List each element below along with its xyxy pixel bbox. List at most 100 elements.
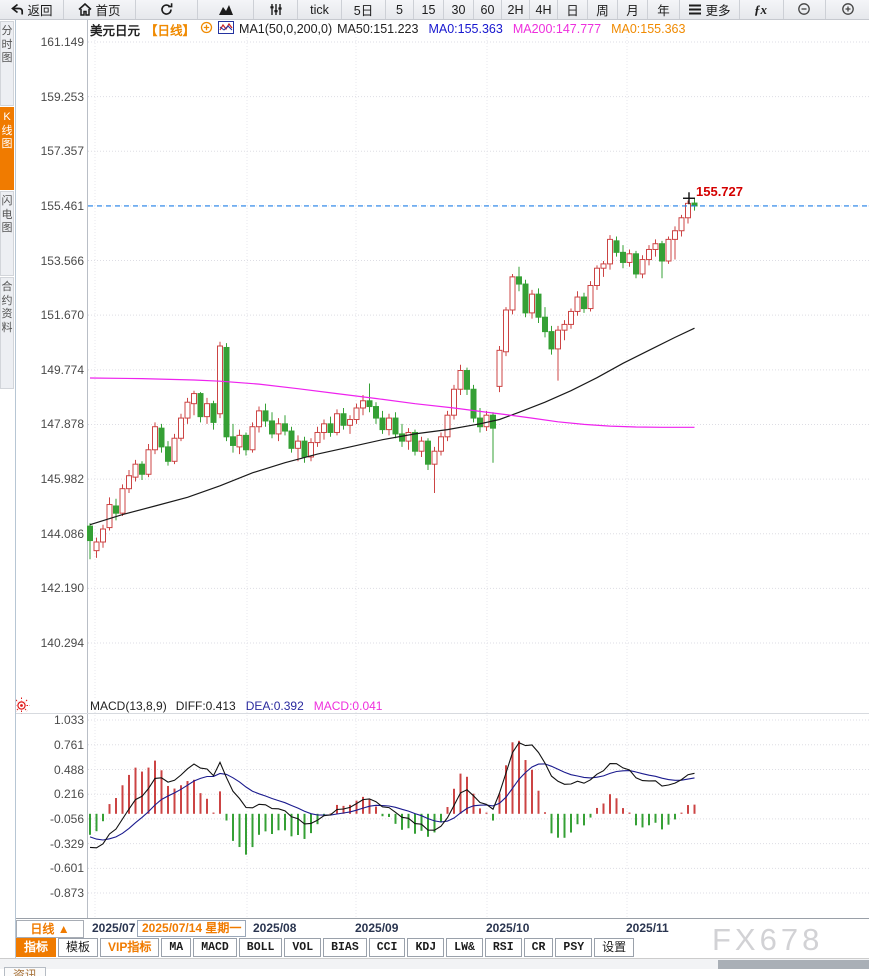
main-ytick: 142.190 [40,581,84,596]
main-ytick: 140.294 [40,636,84,651]
period-year-button[interactable]: 年 [648,0,680,19]
period-5d-button[interactable]: 5日 [342,0,386,19]
sidebar-tab-lightning-chart[interactable]: 闪电图 [0,191,14,276]
tab-kdj[interactable]: KDJ [407,938,445,957]
period-15m-button-label: 15 [421,2,436,17]
ma-indicator-icon[interactable] [218,21,235,37]
bar-chart-icon [218,3,234,16]
period-4h-button-label: 4H [535,2,552,17]
period-year-button-label: 年 [657,4,670,18]
macd-params-label: MACD(13,8,9) [90,699,167,713]
tab-rsi[interactable]: RSI [484,938,522,957]
tab-vol[interactable]: VOL [284,938,322,957]
macd-ytick: 0.216 [53,787,84,802]
zoom-out-button[interactable] [784,0,826,19]
tab-bias[interactable]: BIAS [323,938,367,957]
refresh-icon [159,2,174,17]
macd-value-2: MACD:0.041 [313,699,383,713]
refresh-button[interactable] [136,0,198,19]
tab-psy[interactable]: PSY [555,938,593,957]
period-day-button[interactable]: 日 [558,0,588,19]
crosshair-date-tooltip: 2025/07/14 星期一 [137,920,247,937]
macd-ytick: -0.873 [49,886,84,901]
home-button-label: 首页 [95,4,121,18]
formula-button[interactable]: ƒx [740,0,784,19]
period-tick-button[interactable]: tick [298,0,342,19]
more-button[interactable]: 更多 [680,0,740,19]
period-2h-button[interactable]: 2H [502,0,530,19]
tab-template[interactable]: 模板 [58,938,99,957]
period-month-button[interactable]: 月 [618,0,648,19]
period-5m-button-label: 5 [396,2,403,17]
main-ytick: 161.149 [40,35,84,49]
x-axis-label: 2025/09 [355,921,399,935]
indicator-tab-row: 指标 模板 VIP指标 MA MACD BOLL VOL BIAS CCI KDJ LW& RSI CR… [16,938,636,957]
sidebar-tab-kline-chart[interactable]: K线图 [0,107,14,190]
tab-cr[interactable]: CR [523,938,554,957]
menu-icon [688,4,702,15]
period-5m-button[interactable]: 5 [386,0,414,19]
ma-values: MA50:151.223 MA0:155.363 MA200:147.777 MA0:… [337,22,685,36]
tab-vip-indicator[interactable]: VIP指标 [100,938,160,957]
period-60m-button[interactable]: 60 [474,0,502,19]
symbol-name: 美元日元 [90,23,141,38]
back-button[interactable]: 返回 [0,0,64,19]
macd-ytick: 0.488 [53,762,84,777]
period-month-button-label: 月 [626,4,639,18]
main-ytick: 159.253 [40,89,84,104]
sidebar-tab-time-chart[interactable]: 分时图 [0,21,14,106]
home-button[interactable]: 首页 [64,0,136,19]
main-ytick: 149.774 [40,362,84,377]
sliders-icon [269,3,283,16]
tab-lw[interactable]: LW& [446,938,483,957]
main-ytick: 157.357 [40,144,84,159]
main-ytick: 144.086 [40,526,84,541]
main-chart-header: 美元日元 【日线】 MA1(50,0,200,0) MA50:151.223 MA… [90,21,685,38]
horizontal-scrollbar[interactable] [0,958,869,969]
macd-values: DIFF:0.413 DEA:0.392 MACD:0.041 [176,699,383,714]
add-compare-icon[interactable] [200,21,213,37]
zoom-in-button[interactable] [826,0,869,19]
top-toolbar: 返回 首页 tick 5日 5 15 30 60 2H 4H 日 周 月 年 更多 ƒx [0,0,869,20]
period-week-button[interactable]: 周 [588,0,618,19]
main-ytick: 145.982 [40,472,84,487]
fx678-watermark: FX678 [712,922,824,957]
main-ytick: 151.670 [40,308,84,323]
chart-plot-area[interactable] [87,28,869,918]
tab-indicator[interactable]: 指标 [16,938,57,957]
fx-icon: ƒx [753,3,771,16]
x-axis-label: 2025/08 [253,921,297,935]
tab-ma[interactable]: MA [161,938,192,957]
sidebar-tab-contract-info[interactable]: 合约资料 [0,277,14,389]
period-15m-button[interactable]: 15 [414,0,444,19]
period-tick-button-label: tick [310,2,329,17]
macd-ytick: 0.761 [53,737,84,752]
scrollbar-thumb[interactable] [718,960,869,969]
last-price-label: 155.727 [696,184,743,200]
macd-ytick: -0.601 [49,861,84,876]
period-2h-button-label: 2H [507,2,524,17]
main-ytick: 147.878 [40,417,84,432]
tab-settings[interactable]: 设置 [594,938,635,957]
period-selector[interactable]: 日线 ▲ [16,920,84,938]
period-30m-button[interactable]: 30 [444,0,474,19]
svg-text:ƒx: ƒx [754,3,768,16]
macd-ytick: -0.329 [49,836,84,851]
chart-type-button[interactable] [198,0,254,19]
indicator-sliders-button[interactable] [254,0,298,19]
news-tab[interactable]: 资讯 [4,967,46,976]
tab-macd[interactable]: MACD [193,938,237,957]
period-4h-button[interactable]: 4H [530,0,558,19]
zoom-in-icon [841,2,856,17]
tab-boll[interactable]: BOLL [238,938,283,957]
tab-cci[interactable]: CCI [368,938,406,957]
period-60m-button-label: 60 [480,2,495,17]
macd-value-0: DIFF:0.413 [175,699,236,713]
macd-value-1: DEA:0.392 [245,699,304,713]
more-button-label: 更多 [705,4,731,18]
x-axis-label: 2025/11 [626,921,669,935]
ma-value-2: MA200:147.777 [512,22,602,36]
ma-value-1: MA0:155.363 [428,22,503,36]
